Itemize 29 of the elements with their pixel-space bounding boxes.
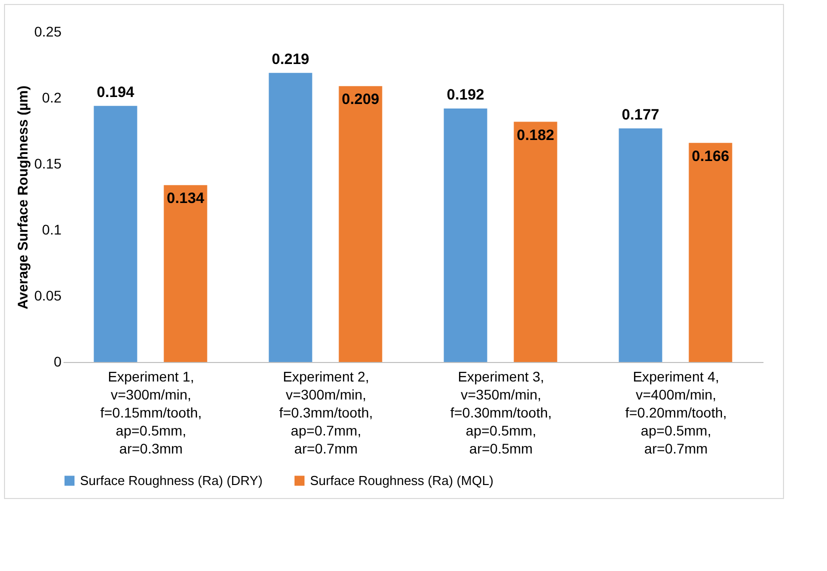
y-tick-label: 0.05 xyxy=(34,288,62,304)
legend-label: Surface Roughness (Ra) (MQL) xyxy=(310,472,494,488)
legend-label: Surface Roughness (Ra) (DRY) xyxy=(80,472,263,488)
bar xyxy=(444,108,488,362)
bar xyxy=(618,128,662,362)
bar xyxy=(514,122,558,362)
data-label: 0.177 xyxy=(622,106,660,124)
x-tick-label: Experiment 1, v=300m/min, f=0.15mm/tooth, ap=0.5mm, ar=0.3mm xyxy=(100,368,202,456)
x-tick-label: Experiment 4, v=400m/min, f=0.20mm/tooth, ap=0.5mm, ar=0.7mm xyxy=(625,368,727,456)
y-tick-label: 0.2 xyxy=(42,90,62,106)
y-tick-label: 0.1 xyxy=(42,222,62,238)
bar xyxy=(268,72,312,362)
y-tick-label: 0 xyxy=(54,354,62,370)
bar xyxy=(688,142,732,362)
bar xyxy=(94,106,138,362)
x-tick-label: Experiment 3, v=350m/min, f=0.30mm/tooth, ap=0.5mm, ar=0.5mm xyxy=(450,368,552,456)
data-label: 0.182 xyxy=(516,126,554,144)
data-label: 0.166 xyxy=(692,148,730,165)
data-label: 0.219 xyxy=(272,50,310,68)
y-tick-label: 0.15 xyxy=(34,156,62,172)
y-tick-label: 0.25 xyxy=(34,24,62,40)
bar xyxy=(164,185,208,362)
data-label: 0.209 xyxy=(342,91,380,108)
y-axis-title: Average Surface Roughness (µm) xyxy=(14,86,30,310)
data-label: 0.192 xyxy=(446,86,484,104)
bar xyxy=(338,86,382,362)
data-label: 0.134 xyxy=(166,190,205,208)
data-label: 0.194 xyxy=(96,84,135,101)
x-tick-label: Experiment 2, v=300m/min, f=0.3mm/tooth, ap=0.7mm, ar=0.7mm xyxy=(279,368,373,456)
